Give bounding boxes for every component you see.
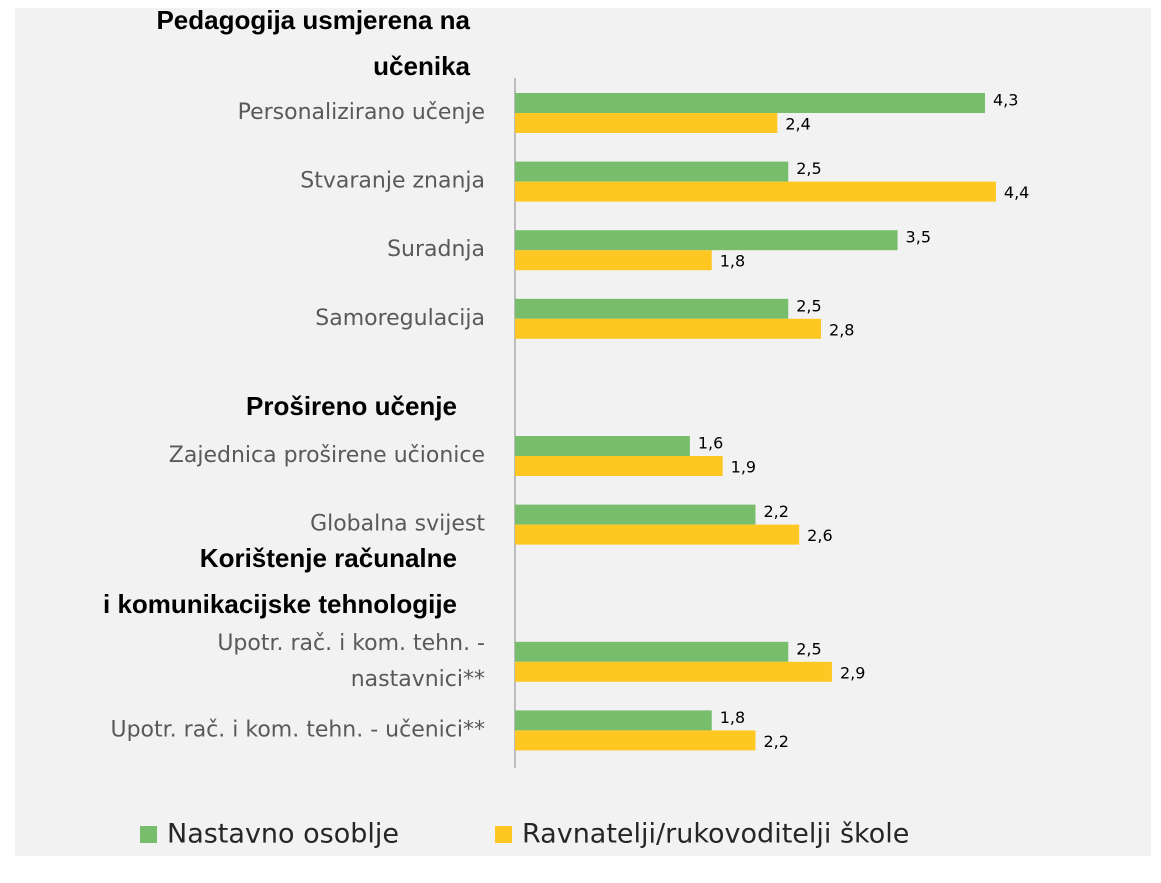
value-label: 2,6 [807, 526, 832, 545]
bar [515, 641, 789, 662]
bar [515, 250, 712, 271]
group-heading: Korištenje računalne i komunikacijske teh… [103, 543, 457, 619]
category-label: Globalna svijest [310, 512, 485, 537]
value-label: 4,4 [1004, 183, 1029, 202]
value-label: 1,9 [731, 458, 756, 477]
bar [515, 710, 712, 731]
bar [515, 730, 756, 751]
group-heading: Prošireno učenje [246, 391, 457, 421]
value-label: 2,4 [785, 115, 810, 134]
bar [515, 436, 690, 456]
category-label: Upotr. rač. i kom. tehn. - učenici** [110, 717, 485, 742]
value-label: 2,9 [840, 663, 865, 682]
group-heading: Pedagogija usmjerena na učenika [156, 5, 470, 81]
bar [515, 181, 996, 202]
value-label: 2,5 [796, 639, 821, 658]
category-label: Suradnja [387, 237, 485, 262]
value-label: 2,5 [796, 296, 821, 315]
value-label: 1,6 [698, 434, 723, 453]
bar [515, 661, 832, 682]
bar [515, 524, 800, 545]
value-label: 1,8 [720, 252, 745, 271]
bar [515, 318, 822, 339]
category-label: Stvaranje znanja [300, 169, 485, 194]
category-label: Samoregulacija [315, 306, 485, 331]
bar [515, 161, 789, 182]
value-label: 2,2 [763, 732, 788, 751]
legend-swatch [140, 826, 157, 843]
category-label: Personalizirano učenje [238, 100, 485, 125]
legend-label: Nastavno osoblje [167, 819, 399, 850]
legend-swatch [495, 826, 512, 843]
value-label: 2,8 [829, 320, 854, 339]
bar [515, 93, 985, 113]
legend-label: Ravnatelji/rukovoditelji škole [522, 819, 909, 850]
value-label: 2,2 [763, 502, 788, 521]
category-label: Upotr. rač. i kom. tehn. -nastavnici** [217, 631, 485, 692]
bar [515, 230, 898, 251]
category-label: Zajednica proširene učionice [169, 443, 485, 468]
bar [515, 298, 789, 319]
bar [515, 113, 778, 133]
value-label: 2,5 [796, 159, 821, 178]
value-label: 4,3 [993, 91, 1018, 110]
value-label: 3,5 [906, 228, 931, 247]
bar [515, 504, 756, 525]
value-label: 1,8 [720, 708, 745, 727]
bar [515, 456, 723, 476]
